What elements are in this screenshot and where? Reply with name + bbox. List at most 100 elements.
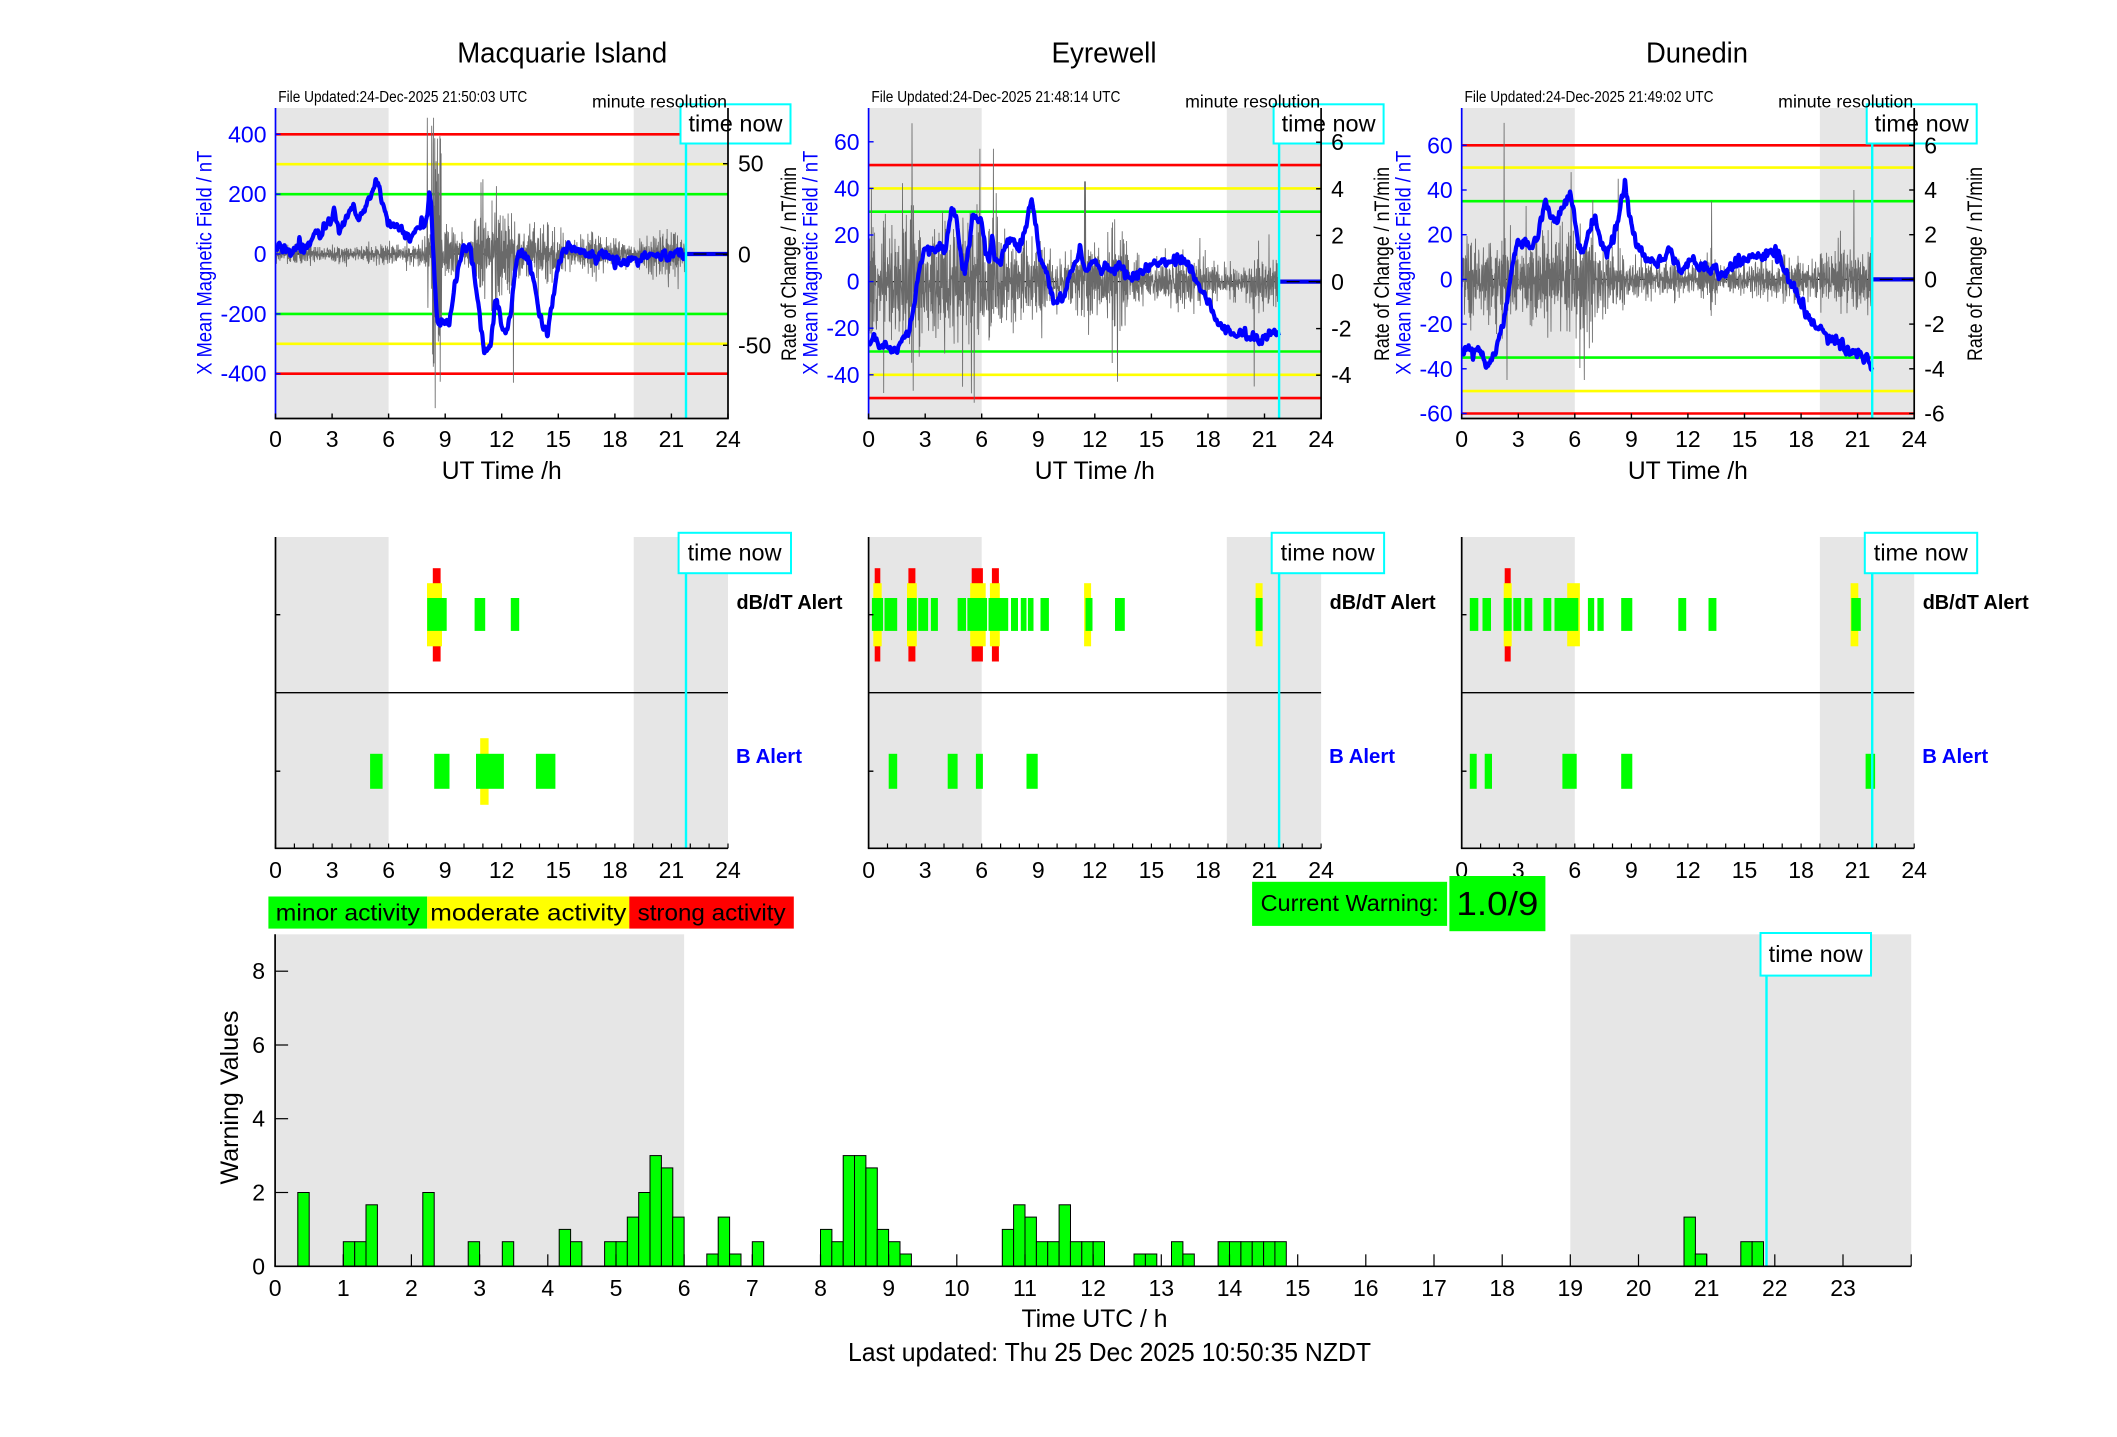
svg-text:Rate of Change / nT/min: Rate of Change / nT/min <box>778 167 801 361</box>
svg-text:0: 0 <box>254 241 267 267</box>
svg-text:12: 12 <box>489 857 515 883</box>
svg-text:minute resolution: minute resolution <box>592 92 727 112</box>
svg-text:Current Warning:: Current Warning: <box>1261 890 1439 916</box>
svg-text:18: 18 <box>1195 857 1221 883</box>
svg-text:Warning Values: Warning Values <box>216 1011 244 1185</box>
svg-text:0: 0 <box>252 1253 265 1279</box>
svg-text:2: 2 <box>1331 222 1344 248</box>
svg-text:3: 3 <box>1512 426 1525 452</box>
svg-text:Dunedin: Dunedin <box>1646 38 1748 70</box>
svg-text:dB/dT Alert: dB/dT Alert <box>737 591 843 614</box>
svg-text:-6: -6 <box>1924 401 1944 427</box>
svg-text:15: 15 <box>1139 857 1165 883</box>
svg-text:18: 18 <box>1788 426 1814 452</box>
svg-text:-20: -20 <box>826 315 859 341</box>
svg-text:minute resolution: minute resolution <box>1185 92 1320 112</box>
svg-text:3: 3 <box>919 426 932 452</box>
svg-text:21: 21 <box>1845 426 1871 452</box>
svg-text:6: 6 <box>382 857 395 883</box>
svg-text:-2: -2 <box>1924 311 1944 337</box>
svg-text:File Updated:24-Dec-2025 21:50: File Updated:24-Dec-2025 21:50:03 UTC <box>278 89 527 106</box>
svg-text:Last updated: Thu 25 Dec 2025: Last updated: Thu 25 Dec 2025 10:50:35 N… <box>848 1337 1371 1367</box>
svg-text:18: 18 <box>602 857 628 883</box>
svg-text:X Mean Magnetic Field / nT: X Mean Magnetic Field / nT <box>799 151 822 375</box>
svg-text:-4: -4 <box>1331 362 1352 388</box>
svg-text:0: 0 <box>1455 426 1468 452</box>
svg-text:13: 13 <box>1149 1275 1175 1301</box>
svg-text:15: 15 <box>1732 857 1758 883</box>
svg-text:0: 0 <box>1924 266 1937 292</box>
svg-text:4: 4 <box>1924 177 1937 203</box>
svg-text:time now: time now <box>1875 111 1969 137</box>
svg-text:Rate of Change / nT/min: Rate of Change / nT/min <box>1371 167 1394 361</box>
svg-text:-2: -2 <box>1331 316 1351 342</box>
svg-text:20: 20 <box>1626 1275 1652 1301</box>
svg-text:0: 0 <box>847 269 860 295</box>
svg-text:15: 15 <box>1732 426 1758 452</box>
svg-text:40: 40 <box>1427 177 1453 203</box>
svg-text:time now: time now <box>1281 540 1375 566</box>
svg-text:2: 2 <box>1924 222 1937 248</box>
svg-text:24: 24 <box>1308 857 1334 883</box>
svg-text:21: 21 <box>1694 1275 1720 1301</box>
svg-text:12: 12 <box>1082 426 1108 452</box>
svg-text:B Alert: B Alert <box>1329 745 1395 768</box>
svg-text:40: 40 <box>834 175 860 201</box>
svg-text:10: 10 <box>944 1275 970 1301</box>
svg-text:9: 9 <box>1032 426 1045 452</box>
svg-text:8: 8 <box>814 1275 827 1301</box>
svg-text:23: 23 <box>1830 1275 1856 1301</box>
svg-text:24: 24 <box>715 426 741 452</box>
svg-text:50: 50 <box>738 151 764 177</box>
svg-text:22: 22 <box>1762 1275 1788 1301</box>
svg-text:9: 9 <box>882 1275 895 1301</box>
svg-text:12: 12 <box>1082 857 1108 883</box>
svg-text:-400: -400 <box>220 361 266 387</box>
svg-text:24: 24 <box>1901 426 1927 452</box>
svg-text:moderate activity: moderate activity <box>430 900 627 926</box>
svg-text:12: 12 <box>1675 857 1701 883</box>
svg-text:12: 12 <box>489 426 515 452</box>
svg-text:15: 15 <box>546 426 572 452</box>
svg-text:minute resolution: minute resolution <box>1778 92 1913 112</box>
svg-text:6: 6 <box>975 857 988 883</box>
svg-text:0: 0 <box>269 857 282 883</box>
svg-text:12: 12 <box>1080 1275 1106 1301</box>
svg-text:-4: -4 <box>1924 356 1945 382</box>
svg-text:dB/dT Alert: dB/dT Alert <box>1330 591 1436 614</box>
svg-text:4: 4 <box>252 1106 265 1132</box>
svg-text:21: 21 <box>659 857 685 883</box>
svg-text:15: 15 <box>546 857 572 883</box>
svg-text:3: 3 <box>473 1275 486 1301</box>
svg-text:21: 21 <box>659 426 685 452</box>
svg-text:3: 3 <box>326 426 339 452</box>
svg-text:-40: -40 <box>1419 356 1452 382</box>
svg-text:12: 12 <box>1675 426 1701 452</box>
svg-text:9: 9 <box>1032 857 1045 883</box>
svg-text:7: 7 <box>746 1275 759 1301</box>
svg-text:18: 18 <box>1489 1275 1515 1301</box>
svg-text:9: 9 <box>439 426 452 452</box>
svg-text:18: 18 <box>1195 426 1221 452</box>
svg-text:5: 5 <box>610 1275 623 1301</box>
svg-text:0: 0 <box>1440 266 1453 292</box>
svg-text:21: 21 <box>1252 426 1278 452</box>
svg-text:File Updated:24-Dec-2025 21:49: File Updated:24-Dec-2025 21:49:02 UTC <box>1465 89 1714 106</box>
svg-text:0: 0 <box>862 857 875 883</box>
svg-text:11: 11 <box>1013 1275 1037 1301</box>
svg-text:17: 17 <box>1421 1275 1447 1301</box>
svg-text:60: 60 <box>834 129 860 155</box>
svg-text:-50: -50 <box>738 332 771 358</box>
svg-text:time now: time now <box>1874 540 1968 566</box>
svg-text:6: 6 <box>1924 132 1937 158</box>
svg-text:21: 21 <box>1845 857 1871 883</box>
svg-text:200: 200 <box>228 181 266 207</box>
svg-text:0: 0 <box>862 426 875 452</box>
svg-text:UT Time /h: UT Time /h <box>1035 457 1155 485</box>
svg-text:18: 18 <box>602 426 628 452</box>
svg-text:UT Time /h: UT Time /h <box>442 457 562 485</box>
svg-text:UT Time /h: UT Time /h <box>1628 457 1748 485</box>
svg-text:1: 1 <box>337 1275 350 1301</box>
svg-text:0: 0 <box>269 426 282 452</box>
svg-text:8: 8 <box>252 958 265 984</box>
